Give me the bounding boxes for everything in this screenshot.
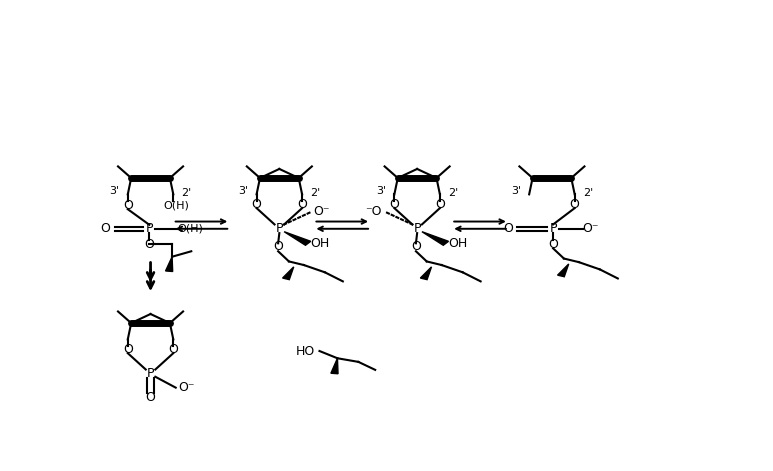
Text: 3': 3' [511,187,521,196]
Text: O: O [273,240,283,253]
Text: P: P [414,222,421,236]
Text: O: O [100,222,111,236]
Polygon shape [283,267,294,280]
Text: 3': 3' [110,187,120,196]
Text: O⁻: O⁻ [314,205,330,218]
Text: 3': 3' [238,187,248,196]
Text: P: P [147,367,155,381]
Text: O⁻: O⁻ [179,381,195,394]
Text: O: O [145,391,155,404]
Text: O: O [503,222,513,236]
Text: O: O [145,237,155,251]
Polygon shape [165,257,172,271]
Text: O: O [435,198,444,211]
Text: HO: HO [295,344,315,357]
Polygon shape [331,358,338,374]
Text: 3': 3' [376,187,386,196]
Text: O⁻: O⁻ [583,222,599,236]
Text: O: O [252,198,261,211]
Polygon shape [284,232,311,245]
Text: P: P [276,222,283,236]
Text: 2': 2' [448,187,458,197]
Text: ⁻O: ⁻O [365,205,382,218]
Text: OH: OH [448,237,468,250]
Text: O: O [390,198,400,211]
Text: O: O [297,198,307,211]
Text: O: O [570,198,580,211]
Text: 2': 2' [310,187,321,197]
Text: O: O [548,237,558,251]
Text: O(H): O(H) [163,200,189,210]
Text: 2': 2' [182,187,192,197]
Text: 2': 2' [583,187,593,197]
Text: P: P [145,222,153,236]
Polygon shape [557,264,569,277]
Text: O: O [169,343,179,356]
Text: O: O [411,240,421,253]
Polygon shape [421,267,431,280]
Text: O(H): O(H) [177,224,203,234]
Text: O: O [123,343,133,356]
Text: OH: OH [311,237,330,250]
Polygon shape [422,232,448,245]
Text: O: O [123,199,133,212]
Text: P: P [550,222,557,236]
